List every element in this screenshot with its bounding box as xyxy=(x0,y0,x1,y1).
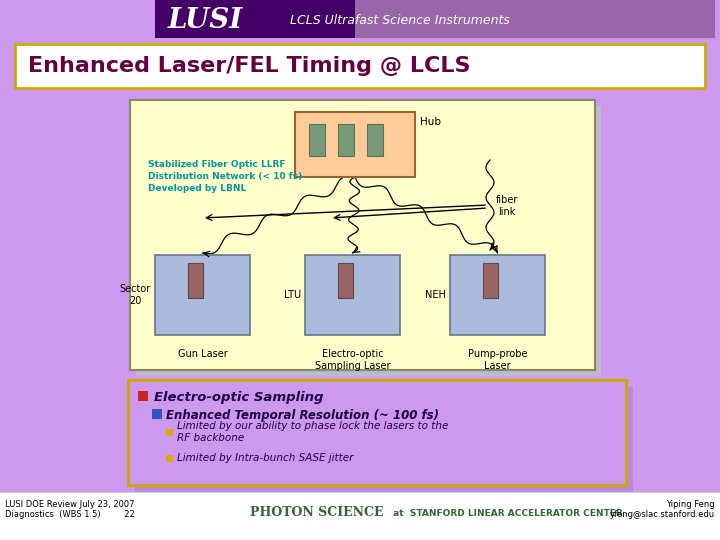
Bar xyxy=(155,255,250,335)
Bar xyxy=(305,255,400,335)
Text: Enhanced Laser/FEL Timing @ LCLS: Enhanced Laser/FEL Timing @ LCLS xyxy=(28,56,470,76)
Text: LCLS Ultrafast Science Instruments: LCLS Ultrafast Science Instruments xyxy=(290,14,510,26)
Bar xyxy=(695,46,703,90)
Text: fiber
link: fiber link xyxy=(496,195,518,217)
Text: Diagnostics  (WBS 1.5)         22: Diagnostics (WBS 1.5) 22 xyxy=(5,510,135,519)
Text: LUSI: LUSI xyxy=(168,6,243,33)
Text: Yiping Feng: Yiping Feng xyxy=(667,500,715,509)
Bar xyxy=(295,112,415,177)
Text: yfeng@slac.stanford.edu: yfeng@slac.stanford.edu xyxy=(610,510,715,519)
Text: LUSI DOE Review July 23, 2007: LUSI DOE Review July 23, 2007 xyxy=(5,500,135,509)
Bar xyxy=(128,380,626,485)
Bar xyxy=(367,124,383,156)
Text: PHOTON SCIENCE: PHOTON SCIENCE xyxy=(250,507,384,519)
Text: Gun Laser: Gun Laser xyxy=(178,349,228,359)
Text: Enhanced Temporal Resolution (~ 100 fs): Enhanced Temporal Resolution (~ 100 fs) xyxy=(166,409,439,422)
Text: NEH: NEH xyxy=(425,290,446,300)
Bar xyxy=(155,0,355,38)
Bar xyxy=(138,391,148,401)
Bar xyxy=(15,44,705,88)
Bar xyxy=(188,263,203,298)
Text: Pump-probe
Laser: Pump-probe Laser xyxy=(468,349,527,370)
Bar xyxy=(166,455,173,462)
Bar xyxy=(0,492,720,540)
Text: Hub: Hub xyxy=(420,117,441,127)
Text: Stabilized Fiber Optic LLRF
Distribution Network (< 10 fs)
Developed by LBNL: Stabilized Fiber Optic LLRF Distribution… xyxy=(148,160,302,193)
Text: Sector
20: Sector 20 xyxy=(120,284,151,306)
Bar xyxy=(136,106,601,376)
Bar xyxy=(130,100,595,370)
Bar xyxy=(128,380,626,485)
Text: Limited by Intra-bunch SASE jitter: Limited by Intra-bunch SASE jitter xyxy=(177,453,354,463)
Bar xyxy=(338,263,353,298)
Bar xyxy=(166,429,173,435)
Text: at  STANFORD LINEAR ACCELERATOR CENTER: at STANFORD LINEAR ACCELERATOR CENTER xyxy=(390,509,623,517)
Bar xyxy=(152,409,162,419)
Bar xyxy=(130,100,595,370)
Text: Limited by our ability to phase lock the lasers to the
RF backbone: Limited by our ability to phase lock the… xyxy=(177,421,449,443)
Bar xyxy=(483,263,498,298)
Bar xyxy=(338,124,354,156)
Text: Electro-optic
Sampling Laser: Electro-optic Sampling Laser xyxy=(315,349,390,370)
Text: LTU: LTU xyxy=(284,290,301,300)
Bar xyxy=(135,387,633,492)
Bar xyxy=(450,255,545,335)
Text: Electro-optic Sampling: Electro-optic Sampling xyxy=(154,392,323,404)
Bar xyxy=(355,0,715,38)
Bar xyxy=(309,124,325,156)
